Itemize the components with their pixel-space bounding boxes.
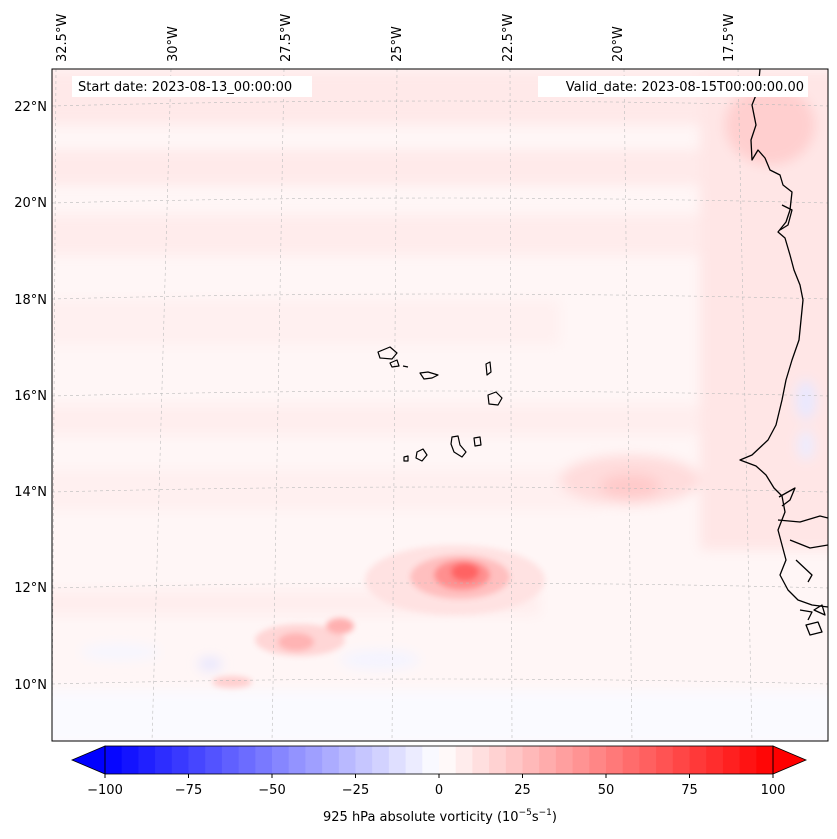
colorbar-arrow-max — [772, 745, 808, 775]
coast-inlet-1 — [777, 515, 828, 523]
colorbar-tick-75: 75 — [681, 783, 698, 798]
lat-label-12n: 12°N — [14, 581, 47, 596]
vorticity-maximum — [212, 545, 545, 688]
colorbar-segment — [689, 746, 707, 774]
colorbar-segment — [572, 746, 590, 774]
lon-label-27-5w: 27.5°W — [279, 14, 294, 62]
lon-label-17-5w: 17.5°W — [722, 14, 737, 62]
colorbar-segment — [338, 746, 357, 774]
colorbar-segment — [422, 746, 440, 774]
colorbar-segment — [505, 746, 524, 774]
gambia-river — [778, 487, 796, 507]
colorbar-segment — [522, 746, 540, 774]
lat-label-22n: 22°N — [14, 100, 47, 115]
colorbar-segment — [706, 746, 724, 774]
colorbar-segment — [272, 746, 290, 774]
lon-label-32-5w: 32.5°W — [55, 14, 70, 62]
island-santiago — [450, 435, 467, 458]
colorbar-segment — [372, 746, 390, 774]
colorbar-segment — [756, 746, 774, 774]
colorbar-title: 925 hPa absolute vorticity (10−5s−1) — [323, 808, 557, 825]
island-sao-nicolau — [419, 371, 439, 380]
colorbar-tick-neg25: −25 — [342, 783, 369, 798]
coast-inlet-3 — [795, 559, 813, 583]
latitude-labels: 22°N 20°N 18°N 16°N 14°N 12°N 10°N — [14, 100, 47, 693]
colorbar-segment — [388, 746, 407, 774]
map-frame — [51, 68, 829, 742]
colorbar-segment — [489, 746, 507, 774]
island-santa-luzia — [402, 365, 409, 368]
start-date-box — [72, 76, 312, 97]
colorbar-segment — [305, 746, 323, 774]
lat-label-20n: 20°N — [14, 196, 47, 211]
colorbar-tick-100: 100 — [761, 783, 786, 798]
colorbar-segment — [589, 746, 607, 774]
colorbar: −100 −75 −50 −25 0 25 50 75 100 925 hPa … — [70, 745, 808, 825]
colorbar-segment — [188, 746, 206, 774]
colorbar-segment — [405, 746, 423, 774]
africa-coastline — [739, 69, 828, 608]
lat-label-16n: 16°N — [14, 389, 47, 404]
colorbar-segment — [472, 746, 490, 774]
colorbar-segment — [639, 746, 657, 774]
island-boa-vista — [487, 391, 503, 406]
lon-label-25w: 25°W — [390, 26, 405, 62]
island-sal — [485, 361, 492, 376]
island-santo-antao — [377, 346, 398, 360]
colorbar-tick-neg50: −50 — [258, 783, 285, 798]
coast-inlet-2 — [789, 539, 828, 549]
colorbar-segment — [455, 746, 473, 774]
coast-inlet-4 — [779, 204, 793, 231]
lon-label-30w: 30°W — [166, 26, 181, 62]
colorbar-segment — [288, 746, 306, 774]
colorbar-tick-neg75: −75 — [175, 783, 202, 798]
colorbar-tick-25: 25 — [514, 783, 531, 798]
colorbar-segment — [622, 746, 640, 774]
island-sao-vicente — [389, 359, 400, 368]
bijagos-islands — [799, 604, 826, 636]
island-maio — [473, 436, 482, 447]
colorbar-segment — [739, 746, 757, 774]
colorbar-segment — [555, 746, 574, 774]
map-panel — [52, 69, 828, 741]
lat-label-10n: 10°N — [14, 678, 47, 693]
colorbar-segment — [205, 746, 223, 774]
cape-verde-islands — [377, 346, 503, 462]
colorbar-segment — [656, 746, 674, 774]
colorbar-segment — [155, 746, 173, 774]
colorbar-segment — [722, 746, 741, 774]
colorbar-segment — [238, 746, 256, 774]
island-brava — [403, 455, 409, 462]
start-date-text: Start date: 2023-08-13_00:00:00 — [78, 80, 292, 95]
colorbar-segment — [255, 746, 273, 774]
valid-date-text: Valid_date: 2023-08-15T00:00:00.00 — [566, 80, 804, 95]
colorbar-tick-0: 0 — [435, 783, 443, 798]
colorbar-segment — [105, 746, 123, 774]
colorbar-segment — [539, 746, 557, 774]
colorbar-segment — [439, 746, 457, 774]
colorbar-segment — [138, 746, 156, 774]
gridlines — [52, 69, 828, 741]
colorbar-segment — [672, 746, 691, 774]
valid-date-box — [538, 76, 808, 97]
lat-label-14n: 14°N — [14, 485, 47, 500]
lon-label-20w: 20°W — [611, 26, 626, 62]
colorbar-segment — [606, 746, 624, 774]
lon-label-22-5w: 22.5°W — [501, 14, 516, 62]
island-fogo — [415, 448, 428, 462]
coastlines — [739, 69, 828, 636]
colorbar-tick-50: 50 — [598, 783, 615, 798]
colorbar-segment — [322, 746, 340, 774]
longitude-labels: 32.5°W 30°W 27.5°W 25°W 22.5°W 20°W 17.5… — [55, 14, 737, 62]
colorbar-segment — [221, 746, 240, 774]
colorbar-segment — [121, 746, 139, 774]
colorbar-segment — [171, 746, 190, 774]
colorbar-ticks — [104, 774, 774, 778]
colorbar-tick-neg100: −100 — [87, 783, 123, 798]
colorbar-segment — [355, 746, 373, 774]
colorbar-arrow-min — [70, 745, 106, 775]
lat-label-18n: 18°N — [14, 293, 47, 308]
colorbar-segments — [105, 746, 774, 774]
